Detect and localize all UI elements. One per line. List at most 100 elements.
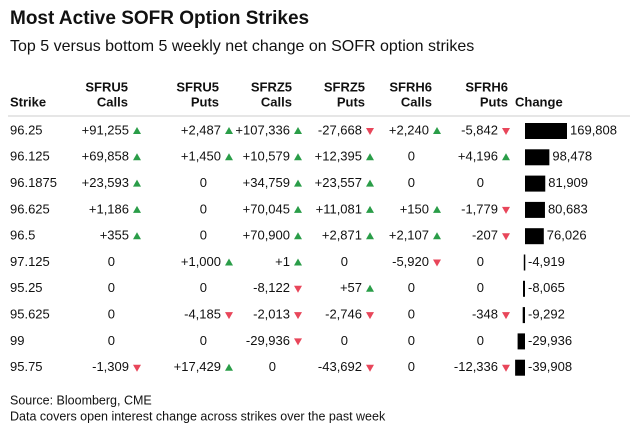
cell-value: -5,920 — [392, 254, 429, 269]
change-bar — [525, 228, 544, 245]
cell-value: +91,255 — [82, 122, 129, 137]
cell-value: -348 — [472, 307, 498, 322]
cell-value: -1,779 — [461, 201, 498, 216]
subtitle: Top 5 versus bottom 5 weekly net change … — [10, 38, 474, 55]
cell-value: 0 — [408, 359, 415, 374]
cell-value: 0 — [200, 201, 207, 216]
footer-note: Data covers open interest change across … — [10, 409, 386, 423]
up-arrow — [366, 284, 374, 292]
change-label: 80,683 — [548, 201, 588, 216]
down-arrow — [133, 364, 141, 372]
cell-value: -8,122 — [253, 280, 290, 295]
up-arrow — [366, 179, 374, 187]
down-arrow — [294, 285, 302, 293]
change-bar — [525, 149, 550, 166]
change-bar — [515, 359, 525, 376]
change-bar — [522, 307, 525, 324]
up-arrow — [502, 153, 510, 161]
up-arrow — [433, 232, 441, 240]
cell-value: +1,450 — [181, 149, 221, 164]
column-header: SFRH6 — [465, 79, 508, 94]
down-arrow — [225, 312, 233, 320]
cell-value: 0 — [408, 280, 415, 295]
down-arrow — [366, 364, 374, 372]
up-arrow — [366, 232, 374, 240]
cell-value: -27,668 — [318, 122, 362, 137]
cell-value: +1 — [275, 254, 290, 269]
title: Most Active SOFR Option Strikes — [10, 8, 309, 29]
change-label: 76,026 — [547, 228, 587, 243]
change-label: 81,909 — [548, 175, 588, 190]
up-arrow — [225, 153, 233, 161]
cell-value: 0 — [477, 254, 484, 269]
cell-value: 0 — [408, 175, 415, 190]
cell-value: +34,759 — [243, 175, 290, 190]
down-arrow — [433, 259, 441, 267]
column-header: Puts — [191, 94, 219, 109]
strike: 96.5 — [10, 228, 35, 243]
cell-value: 0 — [200, 333, 207, 348]
up-arrow — [294, 258, 302, 266]
up-arrow — [294, 232, 302, 240]
cell-value: -29,936 — [246, 333, 290, 348]
cell-value: 0 — [341, 333, 348, 348]
change-bar — [523, 280, 525, 297]
cell-value: +355 — [100, 228, 129, 243]
change-bar — [523, 254, 526, 271]
up-arrow — [133, 232, 141, 240]
cell-value: -4,185 — [184, 307, 221, 322]
cell-value: 0 — [477, 175, 484, 190]
column-header: SFRU5 — [85, 79, 128, 94]
change-label: -39,908 — [528, 359, 572, 374]
cell-value: +2,871 — [322, 228, 362, 243]
up-arrow — [294, 205, 302, 213]
strike: 95.625 — [10, 307, 50, 322]
change-bar — [525, 123, 567, 139]
up-arrow — [225, 258, 233, 266]
down-arrow — [294, 312, 302, 320]
cell-value: +107,336 — [235, 122, 290, 137]
cell-value: 0 — [200, 228, 207, 243]
cell-value: 0 — [408, 149, 415, 164]
column-header: SFRU5 — [176, 79, 219, 94]
change-label: -29,936 — [528, 333, 572, 348]
strike: 96.25 — [10, 122, 43, 137]
up-arrow — [133, 205, 141, 213]
cell-value: 0 — [108, 307, 115, 322]
cell-value: +17,429 — [174, 359, 221, 374]
cell-value: +150 — [400, 201, 429, 216]
change-label: -8,065 — [528, 280, 565, 295]
up-arrow — [225, 127, 233, 134]
up-arrow — [294, 127, 302, 134]
cell-value: +2,487 — [181, 122, 221, 137]
column-header: Calls — [401, 94, 432, 109]
column-header: SFRH6 — [389, 79, 432, 94]
up-arrow — [294, 153, 302, 161]
cell-value: 0 — [200, 280, 207, 295]
column-header: SFRZ5 — [251, 79, 292, 94]
cell-value: 0 — [477, 333, 484, 348]
cell-value: +23,593 — [82, 175, 129, 190]
cell-value: 0 — [108, 333, 115, 348]
change-label: 169,808 — [570, 122, 617, 137]
change-bar — [525, 201, 545, 218]
down-arrow — [502, 364, 510, 372]
down-arrow — [502, 312, 510, 320]
cell-value: +10,579 — [243, 149, 290, 164]
change-bar — [517, 333, 525, 350]
cell-value: +23,557 — [315, 175, 362, 190]
cell-value: +11,081 — [316, 201, 362, 216]
cell-value: -2,746 — [325, 307, 362, 322]
down-arrow — [502, 206, 510, 214]
cell-value: -2,013 — [253, 307, 290, 322]
down-arrow — [366, 128, 374, 135]
cell-value: -1,309 — [92, 359, 129, 374]
footer-source: Source: Bloomberg, CME — [10, 393, 152, 407]
cell-value: +1,186 — [89, 201, 129, 216]
up-arrow — [433, 205, 441, 213]
cell-value: +70,900 — [243, 228, 290, 243]
cell-value: 0 — [341, 254, 348, 269]
down-arrow — [502, 233, 510, 241]
cell-value: +1,000 — [181, 254, 221, 269]
